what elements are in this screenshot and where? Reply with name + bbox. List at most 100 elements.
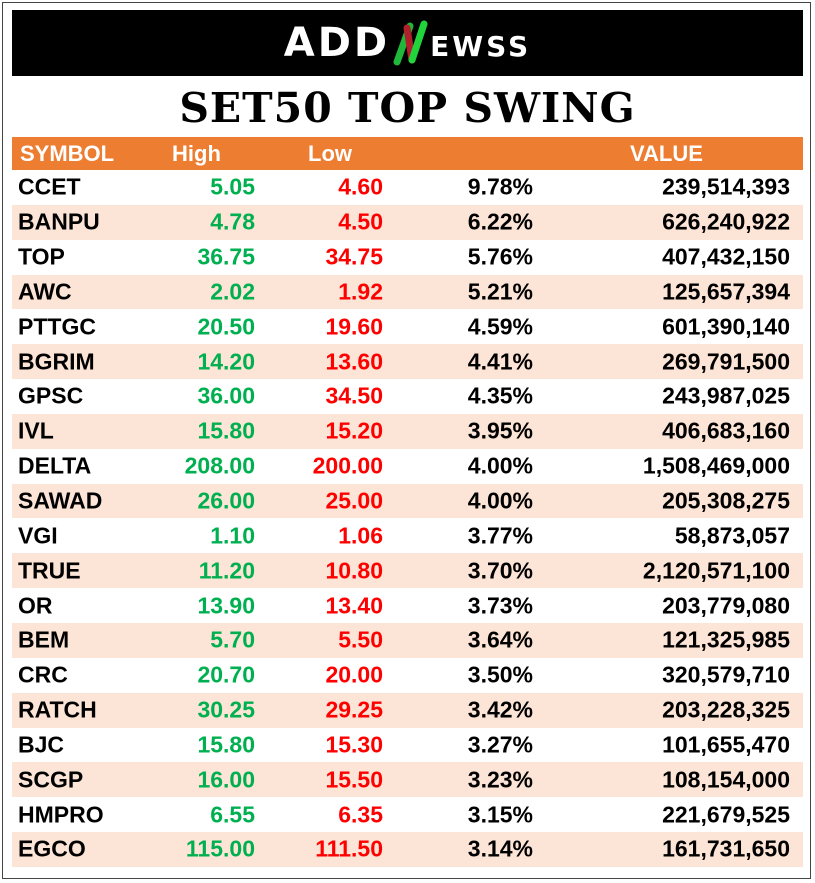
swing-pct-cell: 4.59% <box>467 313 533 340</box>
symbol-cell: BJC <box>18 731 65 758</box>
symbol-cell: SCGP <box>18 766 84 793</box>
high-cell: 36.00 <box>197 382 255 409</box>
swing-pct-cell: 3.23% <box>467 766 533 793</box>
symbol-cell: HMPRO <box>18 801 104 828</box>
value-cell: 269,791,500 <box>662 348 790 375</box>
symbol-cell: SAWAD <box>18 487 103 514</box>
value-cell: 58,873,057 <box>674 522 790 549</box>
table-row: VGI 1.10 1.06 3.77% 58,873,057 <box>12 518 803 553</box>
low-cell: 15.20 <box>325 417 383 444</box>
low-cell: 34.50 <box>325 382 383 409</box>
low-cell: 15.30 <box>325 731 383 758</box>
table-row: TRUE 11.20 10.80 3.70% 2,120,571,100 <box>12 553 803 589</box>
high-cell: 208.00 <box>184 452 255 479</box>
low-cell: 34.75 <box>325 243 383 270</box>
value-cell: 601,390,140 <box>662 313 790 340</box>
high-cell: 5.70 <box>210 626 255 653</box>
swing-pct-cell: 3.42% <box>467 696 533 723</box>
value-cell: 406,683,160 <box>662 417 790 444</box>
swing-pct-cell: 4.00% <box>467 487 533 514</box>
value-cell: 205,308,275 <box>662 487 790 514</box>
high-cell: 13.90 <box>197 592 255 619</box>
swing-pct-cell: 6.22% <box>467 208 533 235</box>
logo-text-left: ADD <box>283 20 391 66</box>
high-cell: 1.10 <box>210 522 255 549</box>
swing-pct-cell: 3.27% <box>467 731 533 758</box>
page-title: SET50 TOP SWING <box>179 84 636 132</box>
table-row: SCGP 16.00 15.50 3.23% 108,154,000 <box>12 762 803 798</box>
low-cell: 29.25 <box>325 696 383 723</box>
symbol-cell: CCET <box>18 173 81 200</box>
high-cell: 2.02 <box>210 278 255 305</box>
value-cell: 161,731,650 <box>662 835 790 862</box>
low-cell: 1.92 <box>338 278 383 305</box>
high-cell: 15.80 <box>197 731 255 758</box>
high-cell: 6.55 <box>210 801 255 828</box>
table-row: BEM 5.70 5.50 3.64% 121,325,985 <box>12 622 803 658</box>
swing-pct-cell: 3.70% <box>467 557 533 584</box>
symbol-cell: BGRIM <box>18 348 95 375</box>
table-row: GPSC 36.00 34.50 4.35% 243,987,025 <box>12 379 803 414</box>
value-cell: 121,325,985 <box>662 626 790 653</box>
swing-pct-cell: 3.50% <box>467 661 533 688</box>
col-symbol-header: SYMBOL <box>20 140 115 166</box>
symbol-cell: DELTA <box>18 452 92 479</box>
swing-pct-cell: 3.73% <box>467 592 533 619</box>
low-cell: 4.50 <box>338 208 383 235</box>
swing-pct-cell: 3.15% <box>467 801 533 828</box>
table-row: BANPU 4.78 4.50 6.22% 626,240,922 <box>12 204 803 240</box>
high-cell: 16.00 <box>197 766 255 793</box>
col-high-header: High <box>172 140 221 166</box>
low-cell: 111.50 <box>315 835 383 862</box>
swing-pct-cell: 5.21% <box>467 278 533 305</box>
col-low-header: Low <box>308 140 352 166</box>
low-cell: 13.40 <box>325 592 383 619</box>
value-cell: 2,120,571,100 <box>642 557 790 584</box>
low-cell: 4.60 <box>338 173 383 200</box>
value-cell: 101,655,470 <box>662 731 790 758</box>
symbol-cell: TRUE <box>18 557 81 584</box>
swing-pct-cell: 4.00% <box>467 452 533 479</box>
symbol-cell: GPSC <box>18 382 84 409</box>
low-cell: 1.06 <box>338 522 383 549</box>
high-cell: 5.05 <box>210 173 255 200</box>
low-cell: 5.50 <box>338 626 383 653</box>
value-cell: 239,514,393 <box>662 173 790 200</box>
symbol-cell: PTTGC <box>18 313 96 340</box>
table-row: IVL 15.80 15.20 3.95% 406,683,160 <box>12 413 803 449</box>
value-cell: 320,579,710 <box>662 661 790 688</box>
table-row: PTTGC 20.50 19.60 4.59% 601,390,140 <box>12 309 803 344</box>
low-cell: 200.00 <box>312 452 383 479</box>
high-cell: 30.25 <box>197 696 255 723</box>
high-cell: 11.20 <box>198 557 255 584</box>
symbol-cell: CRC <box>18 661 68 688</box>
high-cell: 26.00 <box>197 487 255 514</box>
value-cell: 203,228,325 <box>662 696 790 723</box>
low-cell: 19.60 <box>325 313 383 340</box>
swing-pct-cell: 3.77% <box>467 522 533 549</box>
low-cell: 6.35 <box>338 801 383 828</box>
swing-pct-cell: 3.64% <box>467 626 533 653</box>
symbol-cell: OR <box>18 592 53 619</box>
low-cell: 15.50 <box>325 766 383 793</box>
col-value-header: VALUE <box>630 140 703 166</box>
addnewss-logo: ADD eWSS <box>284 20 531 66</box>
value-cell: 125,657,394 <box>662 278 790 305</box>
table-row: DELTA 208.00 200.00 4.00% 1,508,469,000 <box>12 449 803 484</box>
table-row: HMPRO 6.55 6.35 3.15% 221,679,525 <box>12 797 803 832</box>
symbol-cell: RATCH <box>18 696 97 723</box>
swing-table: SYMBOL High Low VALUE CCET 5.05 4.60 9.78% 2… <box>12 137 803 867</box>
value-cell: 221,679,525 <box>662 801 790 828</box>
table-row: EGCO 115.00 111.50 3.14% 161,731,650 <box>12 832 803 867</box>
symbol-cell: BEM <box>18 626 70 653</box>
logo-text-right: eWSS <box>430 20 532 66</box>
table-row: BJC 15.80 15.30 3.27% 101,655,470 <box>12 728 803 763</box>
swing-pct-cell: 3.95% <box>467 417 533 444</box>
high-cell: 20.70 <box>197 661 255 688</box>
value-cell: 108,154,000 <box>662 766 790 793</box>
symbol-cell: BANPU <box>18 208 100 235</box>
value-cell: 626,240,922 <box>662 208 790 235</box>
high-cell: 20.50 <box>197 313 255 340</box>
symbol-cell: VGI <box>18 522 58 549</box>
table-row: RATCH 30.25 29.25 3.42% 203,228,325 <box>12 692 803 728</box>
